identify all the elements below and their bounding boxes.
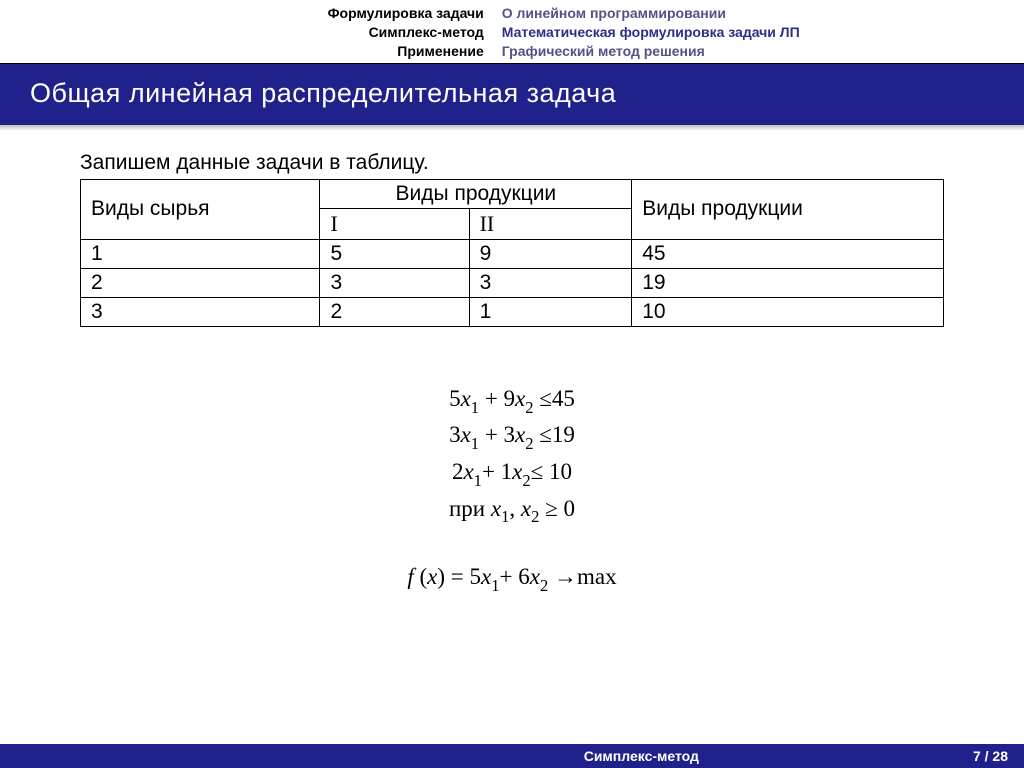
obj-c2: 6 <box>518 564 530 589</box>
cell: 3 <box>469 268 632 297</box>
slide-title: Общая линейная распределительная задача <box>0 63 1024 125</box>
header-products-span: Виды продукции <box>320 179 632 208</box>
coef: 1 <box>501 459 513 484</box>
header-product-2: II <box>469 208 632 239</box>
nonneg-suffix: ≥ 0 <box>539 496 575 521</box>
header-col1: Виды сырья <box>81 179 320 239</box>
coef: 3 <box>449 422 461 447</box>
obj-arrow: →max <box>554 564 617 589</box>
obj-c1: 5 <box>470 564 482 589</box>
nav-subsections: О линейном программировании Математическ… <box>502 4 1024 61</box>
nav-section-item[interactable]: Симплекс-метод <box>0 23 484 42</box>
table-row: 2 3 3 19 <box>81 268 944 297</box>
constraint-line: 2x1+ 1x2≤ 10 <box>80 455 944 492</box>
coef: 5 <box>449 386 461 411</box>
coef: 3 <box>504 422 516 447</box>
cell: 2 <box>81 268 320 297</box>
cell: 19 <box>632 268 944 297</box>
page-counter: 7 / 28 <box>914 748 1024 764</box>
nonneg-line: при x1, x2 ≥ 0 <box>80 492 944 529</box>
header-col-last: Виды продукции <box>632 179 944 239</box>
slide-title-text: Общая линейная распределительная задача <box>30 78 616 108</box>
constraint-line: 3x1 + 3x2 ≤19 <box>80 418 944 455</box>
coef: 2 <box>452 459 464 484</box>
nav-subsection-item-current[interactable]: Математическая формулировка задачи ЛП <box>502 23 1024 42</box>
coef: 9 <box>504 386 516 411</box>
nonneg-prefix: при <box>449 496 491 521</box>
cell: 2 <box>320 297 469 326</box>
table-row: 1 5 9 45 <box>81 239 944 268</box>
header-product-1: I <box>320 208 469 239</box>
cell: 1 <box>469 297 632 326</box>
nav-subsection-item[interactable]: О линейном программировании <box>502 4 1024 23</box>
intro-text: Запишем данные задачи в таблицу. <box>80 151 944 175</box>
nav-header: Формулировка задачи Симплекс-метод Приме… <box>0 0 1024 63</box>
rhs: 19 <box>552 422 575 447</box>
footer-title: Симплекс-метод <box>369 748 914 764</box>
data-table: Виды сырья Виды продукции Виды продукции… <box>80 179 944 327</box>
nav-subsection-item[interactable]: Графический метод решения <box>502 42 1024 61</box>
rhs: 45 <box>552 386 575 411</box>
slide-content: Запишем данные задачи в таблицу. Виды сы… <box>0 131 1024 597</box>
slide-footer: Симплекс-метод 7 / 28 <box>0 744 1024 768</box>
page-total: 28 <box>992 748 1008 764</box>
page-sep: / <box>981 748 993 764</box>
table-row: 3 2 1 10 <box>81 297 944 326</box>
table-header-row: Виды сырья Виды продукции Виды продукции <box>81 179 944 208</box>
nav-sections: Формулировка задачи Симплекс-метод Приме… <box>0 4 502 61</box>
cell: 45 <box>632 239 944 268</box>
cell: 1 <box>81 239 320 268</box>
nav-section-item[interactable]: Применение <box>0 42 484 61</box>
cell: 5 <box>320 239 469 268</box>
nav-section-item[interactable]: Формулировка задачи <box>0 4 484 23</box>
page-current: 7 <box>973 748 981 764</box>
objective-function: f (x) = 5x1+ 6x2 →max <box>80 560 944 597</box>
cell: 10 <box>632 297 944 326</box>
constraint-line: 5x1 + 9x2 ≤45 <box>80 382 944 419</box>
constraint-system: 5x1 + 9x2 ≤45 3x1 + 3x2 ≤19 2x1+ 1x2≤ 10… <box>80 382 944 597</box>
cell: 3 <box>81 297 320 326</box>
cell: 3 <box>320 268 469 297</box>
cell: 9 <box>469 239 632 268</box>
rhs: 10 <box>549 459 572 484</box>
